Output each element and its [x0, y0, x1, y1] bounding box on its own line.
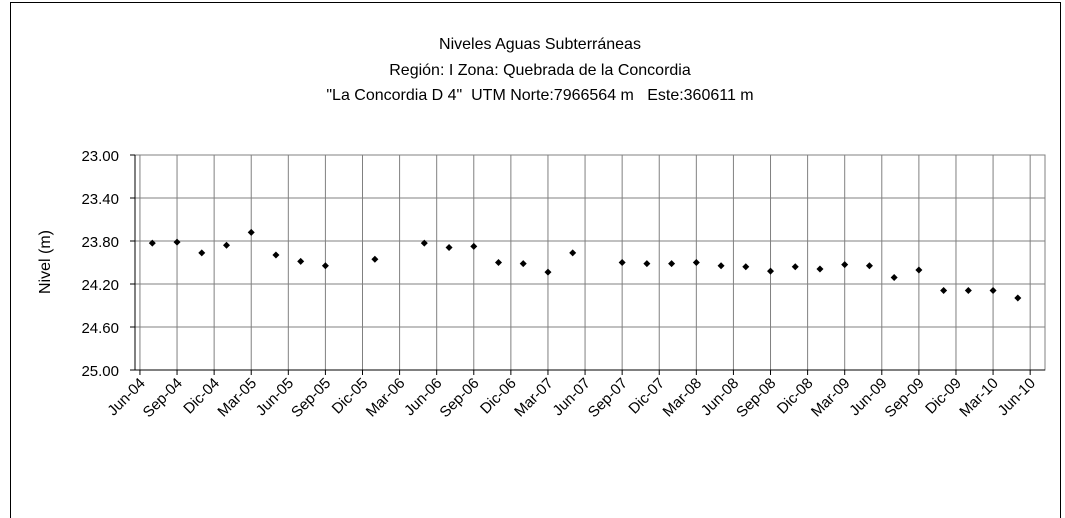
data-point [321, 262, 329, 270]
data-point [519, 260, 527, 268]
data-point [495, 259, 503, 266]
data-point [692, 259, 700, 266]
data-point [915, 266, 923, 274]
data-point [148, 239, 156, 247]
plot-area [134, 154, 1046, 371]
data-point [544, 268, 552, 276]
data-point [841, 261, 849, 269]
data-point [297, 257, 305, 265]
data-point [569, 249, 577, 257]
y-tick-label: 23.40 [81, 191, 119, 208]
chart-subtitle: Región: I Zona: Quebrada de la Concordia [389, 62, 691, 79]
data-point [222, 241, 230, 249]
data-point [1014, 294, 1022, 302]
data-point [420, 239, 428, 247]
data-point [371, 255, 379, 263]
data-point [272, 251, 280, 259]
chart-frame [10, 2, 1061, 518]
data-point [173, 238, 181, 246]
data-point [668, 260, 676, 268]
data-point [717, 262, 725, 270]
data-point [865, 262, 873, 270]
y-tick-label: 24.20 [81, 277, 119, 294]
data-point [791, 263, 799, 271]
data-point [816, 265, 824, 273]
y-tick-label: 24.60 [81, 320, 119, 337]
chart-title: Niveles Aguas Subterráneas [439, 36, 641, 53]
data-point [940, 286, 948, 294]
data-point [767, 267, 775, 275]
y-tick-label: 23.00 [81, 148, 119, 165]
data-point [198, 249, 206, 257]
y-tick-label: 25.00 [81, 363, 119, 380]
data-point [470, 242, 478, 250]
data-point [643, 260, 651, 268]
data-point [964, 286, 972, 294]
y-axis-label: Nivel (m) [37, 230, 54, 294]
y-tick-label: 23.80 [81, 234, 119, 251]
data-point [890, 274, 898, 282]
data-point [989, 286, 997, 294]
data-point [618, 259, 626, 266]
data-point [742, 263, 750, 271]
data-point [445, 243, 453, 251]
data-point [247, 228, 255, 236]
chart-subtitle: "La Concordia D 4" UTM Norte:7966564 m E… [326, 87, 753, 104]
